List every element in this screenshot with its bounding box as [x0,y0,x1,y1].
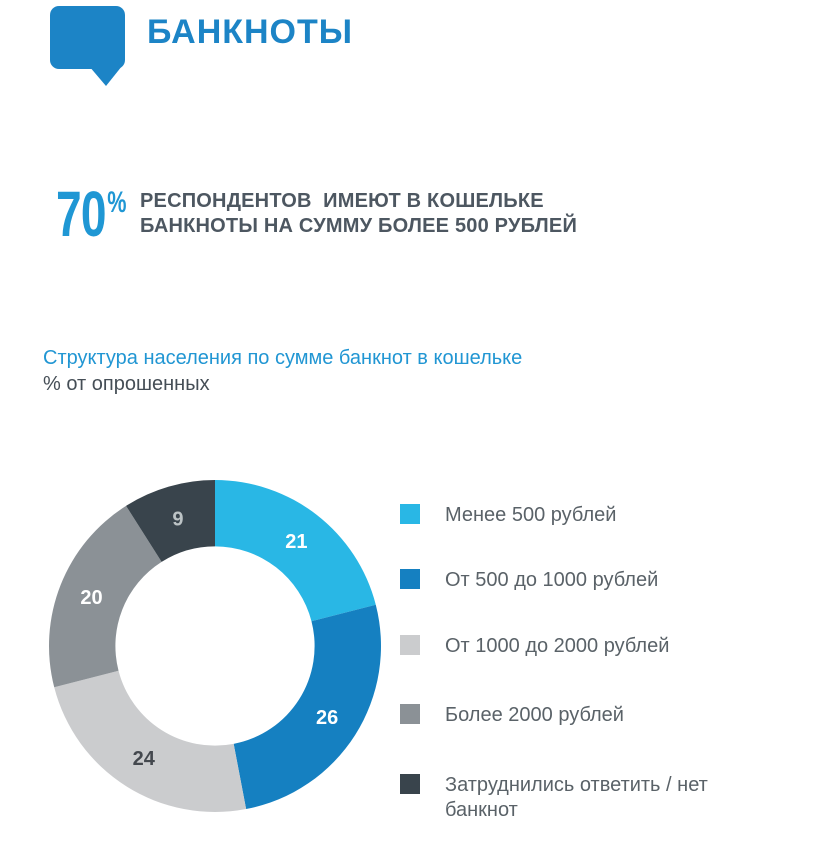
donut-value-label: 9 [172,509,183,531]
donut-segment-2 [54,670,247,812]
stat-percent-sign: % [107,186,127,219]
donut-value-label: 20 [80,587,102,609]
donut-segment-0 [215,480,376,622]
legend-item: Менее 500 рублей [400,503,616,528]
donut-chart-svg: 21 26 24 20 9 [49,480,381,812]
legend-label: Менее 500 рублей [445,504,617,526]
legend-label: Затруднились ответить / нет банкнот [445,774,708,821]
legend-swatch [400,774,420,794]
page-title: БАНКНОТЫ [147,13,354,51]
donut-segment-1 [233,604,381,810]
donut-value-label: 26 [316,707,338,729]
stat-description: РЕСПОНДЕНТОВ ИМЕЮТ В КОШЕЛЬКЕ БАНКНОТЫ Н… [140,190,578,237]
legend-item: Затруднились ответить / нет банкнот [400,773,730,823]
legend-item: От 1000 до 2000 рублей [400,634,669,659]
legend-item: Более 2000 рублей [400,703,624,728]
donut-segment-4 [126,480,215,562]
legend-label: От 1000 до 2000 рублей [445,635,670,657]
legend-label: Более 2000 рублей [445,704,624,726]
donut-value-label: 21 [285,531,307,553]
donut-segment-3 [49,505,162,688]
legend-label: От 500 до 1000 рублей [445,569,659,591]
legend-swatch [400,704,420,724]
legend-swatch [400,569,420,589]
legend-item: От 500 до 1000 рублей [400,568,658,593]
speech-bubble-icon [50,6,125,86]
legend-swatch [400,635,420,655]
legend-swatch [400,504,420,524]
chart-title: Структура населения по сумме банкнот в к… [43,347,523,369]
stat-number: 70% [56,182,127,246]
chart-unit-label: % от опрошенных [43,373,210,395]
donut-value-label: 24 [133,748,156,770]
stat-value: 70 [56,178,107,250]
